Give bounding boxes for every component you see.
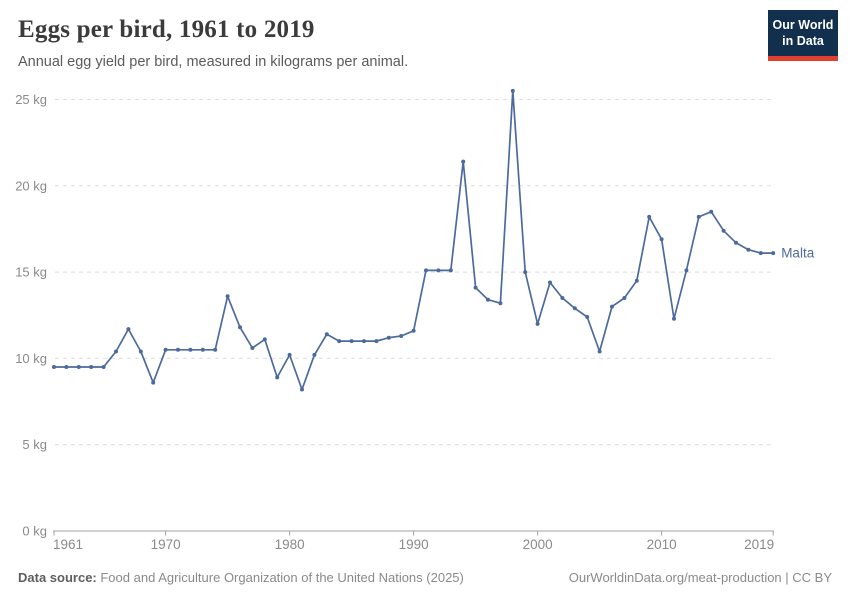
data-point	[610, 304, 614, 309]
data-point	[572, 306, 577, 311]
data-point	[659, 237, 664, 242]
data-point	[101, 365, 106, 369]
data-point	[300, 387, 304, 392]
x-axis-tick-label: 2019	[744, 537, 774, 552]
owid-logo: Our World in Data	[768, 10, 838, 61]
x-axis-tick-label: 1961	[53, 537, 83, 552]
data-point	[721, 228, 726, 233]
y-axis-tick-label: 20 kg	[15, 178, 47, 193]
data-point	[126, 327, 131, 332]
series-label-malta: Malta	[781, 246, 815, 261]
data-point	[486, 297, 490, 302]
data-point	[163, 347, 168, 352]
data-point	[399, 334, 404, 338]
data-point	[448, 268, 453, 273]
data-source-text: Food and Agriculture Organization of the…	[96, 570, 464, 585]
data-point	[510, 88, 515, 93]
data-point	[275, 375, 280, 380]
data-point	[548, 280, 552, 285]
data-point	[287, 352, 292, 357]
y-axis-tick-label: 25 kg	[15, 92, 47, 107]
data-point	[386, 335, 391, 340]
x-axis-tick-label: 2010	[647, 537, 677, 552]
x-axis-tick-label: 1990	[399, 537, 429, 552]
data-point	[709, 209, 714, 214]
data-point	[52, 365, 56, 369]
data-point	[337, 339, 342, 344]
chart-subtitle: Annual egg yield per bird, measured in k…	[18, 54, 409, 70]
data-point	[684, 268, 689, 273]
data-point	[262, 337, 267, 342]
data-point	[758, 251, 763, 256]
data-point	[76, 365, 81, 369]
data-point	[374, 339, 379, 344]
data-point	[324, 332, 329, 337]
data-point	[498, 301, 503, 306]
x-axis-tick-label: 1980	[275, 537, 305, 552]
credit-link[interactable]: OurWorldinData.org/meat-production | CC …	[568, 570, 832, 585]
data-point	[734, 240, 738, 245]
x-axis-tick-label: 1970	[151, 537, 181, 552]
data-point	[250, 346, 255, 350]
data-point	[225, 294, 230, 299]
data-point	[672, 316, 676, 321]
line-series-malta	[53, 90, 775, 391]
data-point	[634, 278, 639, 283]
data-point	[151, 380, 156, 385]
chart-title: Eggs per bird, 1961 to 2019	[18, 16, 315, 43]
data-point	[560, 296, 565, 300]
data-point	[523, 270, 528, 275]
data-point	[771, 251, 776, 256]
y-axis-tick-label: 5 kg	[22, 437, 47, 452]
data-point	[473, 285, 478, 290]
y-axis-tick-label: 15 kg	[15, 265, 47, 280]
y-axis-tick-label: 0 kg	[22, 524, 47, 539]
data-point	[64, 365, 69, 369]
data-point	[746, 247, 751, 252]
data-point	[585, 315, 590, 319]
data-point	[213, 347, 218, 352]
owid-logo-line2: in Data	[782, 34, 824, 49]
data-point	[114, 349, 118, 354]
data-point	[647, 214, 652, 219]
data-point	[89, 365, 94, 369]
data-point	[200, 347, 205, 352]
data-source-note: Data source: Food and Agriculture Organi…	[18, 570, 464, 585]
data-point	[312, 352, 317, 357]
data-point	[436, 268, 441, 273]
data-point	[597, 349, 602, 354]
data-point	[461, 159, 466, 164]
data-point	[188, 347, 193, 352]
data-point	[411, 328, 416, 333]
data-point	[349, 339, 354, 344]
data-point	[424, 268, 428, 273]
data-point	[362, 339, 366, 344]
data-point	[696, 214, 701, 219]
data-point	[622, 296, 627, 300]
x-axis-tick-label: 2000	[523, 537, 553, 552]
data-point	[238, 325, 242, 330]
data-source-label: Data source:	[18, 570, 97, 585]
owid-logo-line1: Our World	[772, 18, 834, 32]
y-axis-tick-label: 10 kg	[15, 351, 47, 366]
data-point	[176, 347, 180, 352]
data-point	[138, 349, 143, 354]
data-point	[535, 321, 540, 326]
